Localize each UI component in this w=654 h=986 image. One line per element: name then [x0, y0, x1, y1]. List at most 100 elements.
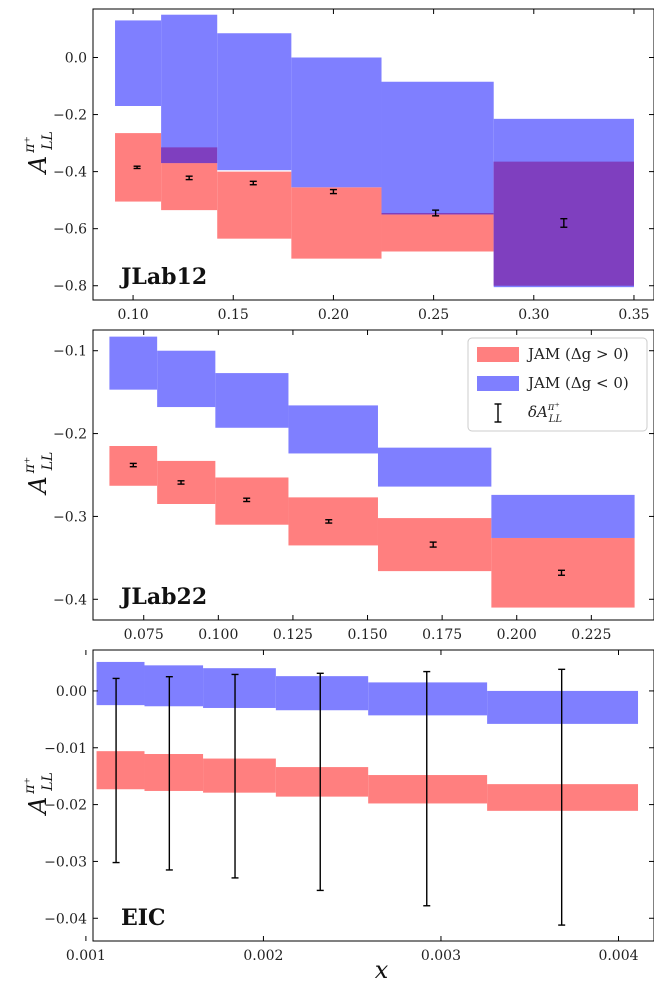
plot-area — [115, 14, 634, 288]
x-tick-label: 0.004 — [598, 948, 638, 964]
panel-jlab12: 0.10 0.15 0.20 0.25 0.30 0.35 0.0 −0.2 −0.4 −0.6 −… — [22, 8, 654, 323]
legend-label-0: JAM (Δg > 0) — [526, 345, 629, 363]
error-bar-0 — [129, 462, 137, 468]
panel-label: EIC — [121, 905, 166, 931]
y-axis-label-sup: π⁺ — [22, 457, 38, 475]
error-bar-1 — [185, 175, 193, 181]
y-tick-label: −0.2 — [53, 108, 87, 124]
panel-label: JLab22 — [119, 584, 207, 610]
pos-band-1 — [144, 754, 204, 791]
pos-band-4 — [368, 775, 488, 804]
pos-band-2 — [217, 171, 292, 239]
x-tick-label: 0.175 — [422, 627, 462, 643]
pos-band-4 — [381, 212, 494, 252]
overlap-band-4 — [381, 212, 494, 215]
x-tick-label: 0.225 — [571, 627, 611, 643]
neg-band-4 — [381, 81, 494, 215]
y-tick-label: −0.02 — [44, 798, 87, 814]
neg-band-3 — [275, 676, 369, 711]
error-bar-4 — [429, 541, 437, 548]
neg-band-3 — [291, 57, 382, 188]
y-axis-label-sub: LL — [40, 772, 56, 792]
y-axis-label-sub: LL — [40, 131, 56, 151]
y-tick-label: 0.0 — [65, 51, 87, 67]
x-tick-label: 0.075 — [124, 627, 164, 643]
y-axis-label-sub: LL — [40, 452, 56, 472]
neg-band-2 — [215, 373, 289, 428]
x-tick-label: 0.20 — [318, 307, 349, 323]
y-tick-label: −0.2 — [53, 427, 87, 443]
plot-area — [96, 661, 639, 926]
neg-band-5 — [491, 494, 635, 538]
error-bar-5 — [560, 217, 568, 228]
error-bar-2 — [231, 673, 239, 879]
neg-band-0 — [96, 661, 145, 706]
pos-band-5 — [487, 784, 639, 811]
legend: JAM (Δg > 0) JAM (Δg < 0) δAπ⁺ LL — [467, 337, 648, 432]
x-tick-label: 0.001 — [66, 948, 106, 964]
error-bar-3 — [316, 672, 324, 892]
error-bar-0 — [112, 677, 120, 864]
pos-band-2 — [203, 758, 276, 793]
x-tick-label: 0.35 — [618, 307, 649, 323]
y-tick-label: −0.4 — [53, 165, 87, 181]
y-axis-label: Aπ⁺ LL — [22, 772, 56, 816]
x-tick-label: 0.125 — [273, 627, 313, 643]
neg-band-1 — [161, 14, 218, 164]
error-bar-2 — [249, 180, 257, 186]
panel-jlab22: 0.075 0.100 0.125 0.150 0.175 0.200 0.225 −0.1 −… — [22, 329, 654, 643]
legend-swatch-1 — [477, 376, 519, 391]
pos-band-4 — [377, 518, 492, 572]
y-tick-label: −0.01 — [44, 741, 87, 757]
pos-band-1 — [157, 460, 216, 504]
pos-band-3 — [288, 497, 378, 546]
error-bar-2 — [243, 497, 251, 503]
neg-band-2 — [203, 668, 276, 708]
neg-band-0 — [109, 336, 158, 390]
axes-frame — [92, 329, 654, 621]
neg-band-5 — [487, 690, 639, 724]
x-tick-label: 0.15 — [218, 307, 249, 323]
axes-frame — [92, 649, 654, 942]
y-axis-label: Aπ⁺ LL — [22, 452, 56, 496]
error-bar-3 — [329, 188, 337, 195]
y-tick-label: −0.3 — [53, 509, 87, 525]
legend-label-1: JAM (Δg < 0) — [526, 374, 629, 392]
error-bar-3 — [325, 519, 333, 524]
neg-band-1 — [157, 350, 216, 408]
neg-band-0 — [115, 20, 162, 106]
x-tick-label: 0.100 — [198, 627, 238, 643]
pos-band-3 — [275, 767, 369, 797]
neg-band-4 — [368, 682, 488, 716]
pos-band-5 — [491, 537, 635, 608]
error-bar-0 — [133, 165, 141, 170]
neg-band-3 — [288, 405, 378, 454]
y-axis-label-sup: π⁺ — [22, 777, 38, 795]
error-bar-1 — [177, 480, 185, 485]
neg-band-4 — [377, 447, 492, 487]
x-axis-label: x — [375, 956, 389, 984]
y-tick-label: 0.00 — [56, 684, 87, 700]
neg-band-1 — [144, 665, 204, 707]
panel-eic: 0.001 0.002 0.003 0.004 0.00 −0.01 −0.02 −0.03 −… — [22, 649, 654, 984]
y-tick-label: −0.03 — [44, 854, 87, 870]
error-bar-1 — [165, 676, 173, 871]
x-tick-label: 0.25 — [418, 307, 449, 323]
pos-band-0 — [96, 751, 145, 790]
x-tick-label: 0.30 — [518, 307, 549, 323]
error-bar-5 — [557, 569, 565, 576]
y-axis-label-main: A — [24, 156, 52, 175]
y-tick-label: −0.04 — [44, 911, 87, 927]
error-bar-5 — [558, 668, 566, 926]
pos-band-3 — [291, 187, 382, 259]
axes-frame — [92, 8, 654, 301]
y-tick-label: −0.8 — [53, 279, 87, 295]
legend-swatch-0 — [477, 347, 519, 362]
legend-errorbar-icon — [494, 403, 502, 423]
y-axis-label-main: A — [24, 476, 52, 495]
x-tick-label: 0.003 — [421, 948, 461, 964]
pos-band-2 — [215, 477, 289, 525]
y-tick-label: −0.4 — [53, 592, 87, 608]
x-tick-label: 0.150 — [347, 627, 387, 643]
panel-label: JLab12 — [119, 264, 207, 290]
